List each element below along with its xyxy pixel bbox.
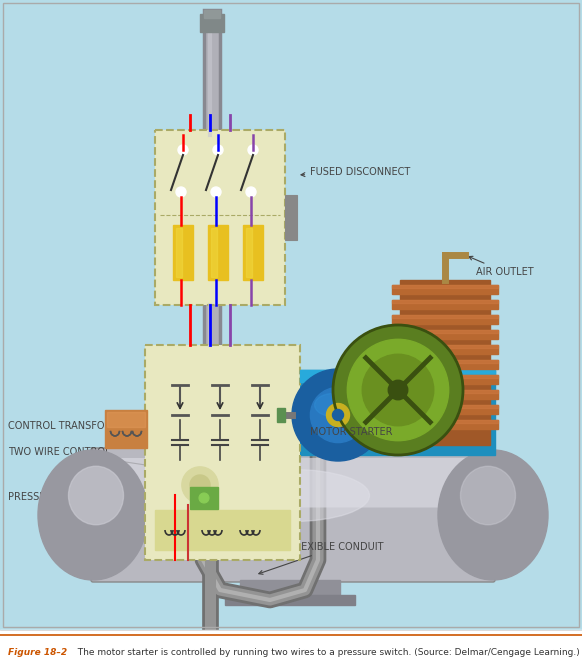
Bar [190, 487, 218, 509]
Bar [208, 225, 228, 280]
Circle shape [327, 403, 350, 427]
Ellipse shape [38, 450, 148, 580]
Bar [392, 360, 498, 363]
Circle shape [333, 325, 463, 455]
Bar [300, 370, 495, 382]
Circle shape [178, 145, 188, 155]
Text: FLEXIBLE CONDUIT: FLEXIBLE CONDUIT [259, 542, 384, 575]
FancyBboxPatch shape [91, 448, 495, 582]
Bar [392, 405, 498, 414]
Text: TWO WIRE CONTROL: TWO WIRE CONTROL [8, 447, 188, 472]
Bar [392, 420, 498, 423]
Bar [392, 375, 498, 384]
Bar [145, 345, 300, 560]
Circle shape [248, 145, 258, 155]
Bar [240, 580, 340, 598]
Bar [392, 390, 498, 399]
Bar [392, 300, 498, 309]
Circle shape [388, 380, 408, 400]
Ellipse shape [217, 470, 370, 521]
Text: The motor starter is controlled by running two wires to a pressure switch. (Sour: The motor starter is controlled by runni… [72, 648, 580, 657]
Bar [243, 225, 263, 280]
Text: CONTROL TRANSFORMER: CONTROL TRANSFORMER [8, 421, 143, 431]
Text: PRESSURE SWITCH: PRESSURE SWITCH [8, 492, 186, 502]
Ellipse shape [460, 466, 516, 525]
Circle shape [182, 467, 218, 503]
Text: AIR OUTLET: AIR OUTLET [469, 256, 534, 277]
Bar [105, 410, 147, 448]
Circle shape [190, 475, 210, 495]
Text: Figure 18–2: Figure 18–2 [8, 648, 67, 657]
Circle shape [199, 493, 209, 503]
Circle shape [362, 354, 434, 426]
Bar [107, 412, 145, 427]
Ellipse shape [315, 394, 352, 417]
Circle shape [332, 409, 343, 421]
Bar [176, 228, 182, 277]
Bar [392, 360, 498, 369]
Bar [285, 195, 297, 240]
Circle shape [310, 387, 365, 443]
Bar [246, 228, 252, 277]
Bar [392, 285, 498, 294]
Circle shape [292, 369, 384, 461]
Circle shape [213, 145, 223, 155]
Bar [392, 345, 498, 354]
Circle shape [246, 187, 256, 197]
Bar [0, 630, 582, 672]
Text: MOTOR STARTER: MOTOR STARTER [310, 427, 392, 437]
Bar [277, 408, 285, 422]
Bar [392, 315, 498, 324]
Circle shape [176, 187, 186, 197]
Circle shape [347, 339, 449, 441]
Bar [200, 14, 224, 32]
Bar [173, 225, 193, 280]
Bar [392, 315, 498, 318]
Text: FUSED DISCONNECT: FUSED DISCONNECT [301, 167, 410, 177]
Bar [225, 595, 355, 605]
Ellipse shape [69, 466, 123, 525]
Bar [204, 10, 220, 18]
Bar [392, 390, 498, 393]
Bar [392, 375, 498, 378]
Bar [392, 420, 498, 429]
Bar [155, 510, 290, 550]
Ellipse shape [438, 450, 548, 580]
Circle shape [211, 187, 221, 197]
FancyBboxPatch shape [91, 458, 495, 507]
Bar [392, 405, 498, 408]
Bar [392, 345, 498, 348]
Bar [392, 330, 498, 339]
Bar [155, 130, 285, 305]
Bar [392, 300, 498, 303]
Bar [300, 370, 495, 455]
Bar [400, 280, 490, 445]
Bar [392, 330, 498, 333]
Bar [211, 228, 217, 277]
Bar [392, 285, 498, 288]
